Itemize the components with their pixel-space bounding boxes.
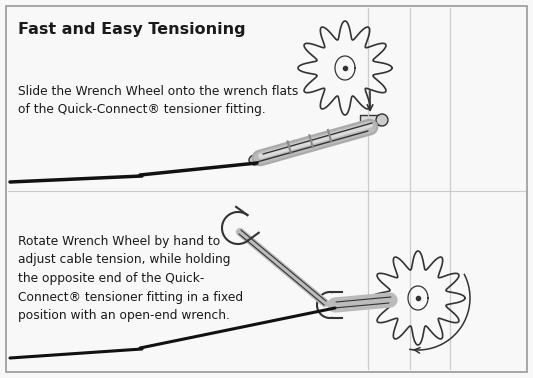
Text: Rotate Wrench Wheel by hand to
adjust cable tension, while holding
the opposite : Rotate Wrench Wheel by hand to adjust ca… [18,235,243,322]
Ellipse shape [249,155,261,165]
Text: Slide the Wrench Wheel onto the wrench flats
of the Quick-Connect® tensioner fit: Slide the Wrench Wheel onto the wrench f… [18,85,298,116]
Circle shape [376,114,388,126]
Text: Fast and Easy Tensioning: Fast and Easy Tensioning [18,22,246,37]
Bar [360,115,380,125]
Ellipse shape [330,299,340,311]
